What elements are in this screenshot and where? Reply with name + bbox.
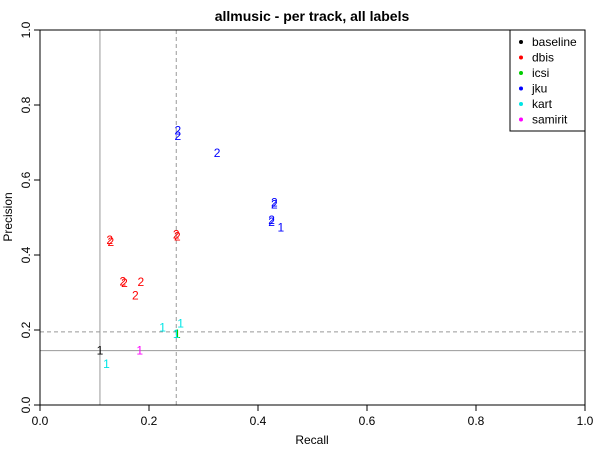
point-kart-3: 1 [103,357,110,371]
legend-swatch-samirit [519,117,523,122]
y-axis: 0.0 0.2 0.4 0.6 0.8 1.0 [19,21,40,413]
legend-label-icsi: icsi [532,66,549,80]
x-axis: 0.0 0.2 0.4 0.6 0.8 1.0 [32,405,594,428]
point-kart-0: 1 [159,320,166,334]
point-jku-5: 2 [268,213,275,227]
point-jku-7: 1 [278,220,285,234]
x-tick-label: 0.4 [250,414,267,428]
point-dbis-1: 2 [108,235,115,249]
point-baseline-0: 1 [97,344,104,358]
point-dbis-5: 2 [121,276,128,290]
point-jku-0: 2 [175,124,182,138]
y-tick-label: 0.0 [19,396,33,413]
point-dbis-6: 2 [137,275,144,289]
point-kart-1: 1 [177,317,184,331]
plot-border [39,29,586,406]
legend-swatch-baseline [519,40,523,44]
x-tick-label: 1.0 [577,414,594,428]
point-icsi-0: 1 [174,327,181,341]
x-tick-label: 0.8 [468,414,485,428]
y-tick-label: 0.4 [19,246,33,263]
chart-title: allmusic - per track, all labels [215,8,410,24]
point-jku-4: 2 [271,197,278,211]
point-jku-6: 2 [268,215,275,229]
point-dbis-2: 2 [173,227,180,241]
legend-label-samirit: samirit [532,113,568,127]
legend-swatch-jku [519,86,523,91]
legend-swatch-icsi [519,71,523,75]
legend-label-baseline: baseline [532,35,577,49]
point-jku-2: 2 [214,146,221,160]
x-axis-label: Recall [295,433,328,447]
reference-lines [40,30,585,405]
y-tick-label: 1.0 [19,21,33,38]
x-tick-label: 0.6 [359,414,376,428]
point-samirit-0: 1 [136,344,143,358]
point-jku-3: 2 [271,196,278,210]
x-tick-label: 0.2 [141,414,158,428]
point-dbis-3: 2 [174,229,181,243]
legend-swatch-dbis [519,55,523,60]
legend-label-kart: kart [532,97,553,111]
legend-box [509,29,586,132]
y-axis-label: Precision [1,192,15,241]
point-kart-2: 1 [173,327,180,341]
legend-label-jku: jku [531,82,547,96]
y-tick-label: 0.6 [19,171,33,188]
y-tick-label: 0.8 [19,96,33,113]
legend-swatch-kart [519,102,523,106]
point-dbis-7: 2 [132,289,139,303]
point-dbis-4: 2 [119,274,126,288]
y-tick-label: 0.2 [19,321,33,338]
x-tick-label: 0.0 [32,414,49,428]
point-dbis-0: 2 [106,233,113,247]
legend-label-dbis: dbis [532,51,554,65]
point-jku-1: 2 [175,129,182,143]
